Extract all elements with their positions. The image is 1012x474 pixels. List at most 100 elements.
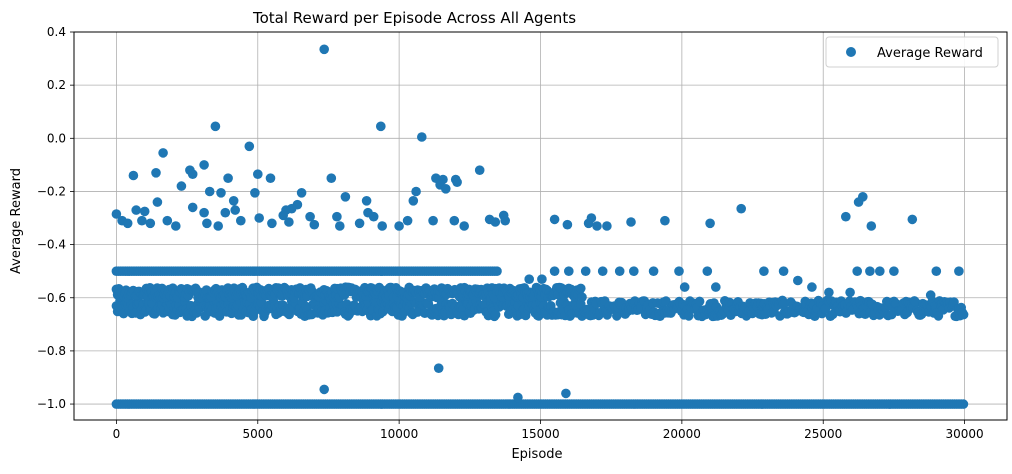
data-point	[702, 266, 713, 277]
data-point	[958, 399, 969, 409]
data-point	[500, 215, 511, 226]
data-point	[602, 221, 612, 231]
data-point	[852, 266, 862, 277]
data-point	[122, 218, 133, 229]
data-point	[845, 287, 855, 298]
data-point	[223, 173, 233, 183]
data-point	[128, 170, 139, 181]
data-point	[284, 217, 294, 227]
data-point	[660, 215, 670, 226]
x-tick-label: 0	[113, 427, 121, 441]
data-point	[254, 213, 264, 223]
x-tick-label: 10000	[380, 427, 418, 441]
data-point	[305, 211, 315, 222]
data-point	[335, 221, 345, 231]
data-point	[597, 266, 608, 277]
data-point	[319, 44, 330, 55]
data-point	[296, 188, 307, 198]
chart-title: Total Reward per Episode Across All Agen…	[252, 9, 576, 27]
data-point	[564, 266, 574, 277]
data-point	[866, 221, 877, 231]
y-tick-label: 0.2	[47, 78, 66, 92]
data-point	[524, 274, 534, 285]
data-point	[252, 169, 263, 179]
axis-ticks: 0 5000 10000 15000 20000 25000 30000 0.4 0.2 0.0 −…	[37, 25, 984, 441]
data-point	[151, 168, 161, 178]
data-point	[204, 186, 215, 197]
data-point	[793, 275, 803, 286]
data-point	[925, 290, 936, 300]
legend-box	[825, 36, 999, 68]
data-point	[614, 266, 625, 277]
data-point	[319, 384, 330, 395]
y-tick-label: −0.6	[37, 291, 66, 305]
data-point	[428, 215, 438, 226]
data-point	[408, 196, 419, 206]
y-tick-label: −1.0	[37, 397, 66, 411]
data-point	[561, 388, 571, 399]
data-point	[875, 266, 885, 277]
data-point	[452, 177, 462, 187]
y-tick-label: −0.2	[37, 184, 66, 198]
y-tick-label: −0.8	[37, 344, 66, 358]
data-point	[778, 299, 789, 310]
data-point	[326, 173, 337, 183]
data-point	[394, 221, 404, 231]
data-point	[199, 160, 209, 170]
data-point	[954, 266, 964, 277]
data-point	[474, 165, 485, 175]
data-point	[661, 296, 671, 306]
data-point	[216, 188, 226, 198]
data-point	[354, 218, 365, 229]
data-point	[377, 221, 388, 231]
legend-label: Average Reward	[877, 46, 983, 61]
data-point	[674, 266, 684, 277]
data-point	[492, 266, 502, 277]
legend-marker	[846, 47, 856, 57]
data-point	[332, 211, 342, 222]
data-point	[368, 211, 379, 222]
data-point	[278, 210, 289, 221]
data-point	[583, 218, 594, 229]
scatter-points	[111, 44, 969, 409]
x-tick-label: 20000	[663, 427, 701, 441]
data-point	[592, 221, 602, 231]
data-point	[824, 287, 834, 298]
data-point	[705, 218, 715, 229]
data-point	[778, 266, 789, 277]
data-point	[250, 188, 260, 198]
y-axis-label: Average Reward	[9, 168, 24, 274]
data-point	[236, 215, 246, 226]
data-point	[158, 148, 168, 158]
x-tick-label: 30000	[945, 427, 983, 441]
data-point	[220, 207, 231, 218]
data-point	[449, 215, 460, 226]
data-point	[577, 292, 587, 303]
data-point	[202, 218, 212, 229]
x-tick-label: 15000	[521, 427, 559, 441]
data-point	[537, 274, 547, 285]
data-point	[694, 296, 705, 307]
data-point	[490, 217, 501, 227]
data-point	[910, 297, 921, 308]
data-point	[176, 181, 187, 191]
data-point	[626, 217, 636, 227]
data-point	[171, 221, 181, 231]
data-point	[199, 207, 209, 218]
data-point	[549, 266, 560, 277]
data-point	[145, 218, 156, 229]
x-axis-label: Episode	[511, 447, 562, 462]
data-point	[648, 266, 659, 277]
data-point	[309, 219, 320, 230]
data-point	[137, 215, 147, 226]
data-point	[629, 266, 639, 277]
data-point	[139, 206, 150, 217]
data-point	[759, 266, 769, 277]
data-point	[210, 121, 221, 132]
data-point	[361, 196, 372, 206]
data-point	[131, 205, 141, 215]
y-tick-label: 0.0	[47, 131, 66, 145]
data-point	[162, 215, 173, 226]
data-point	[459, 221, 470, 231]
